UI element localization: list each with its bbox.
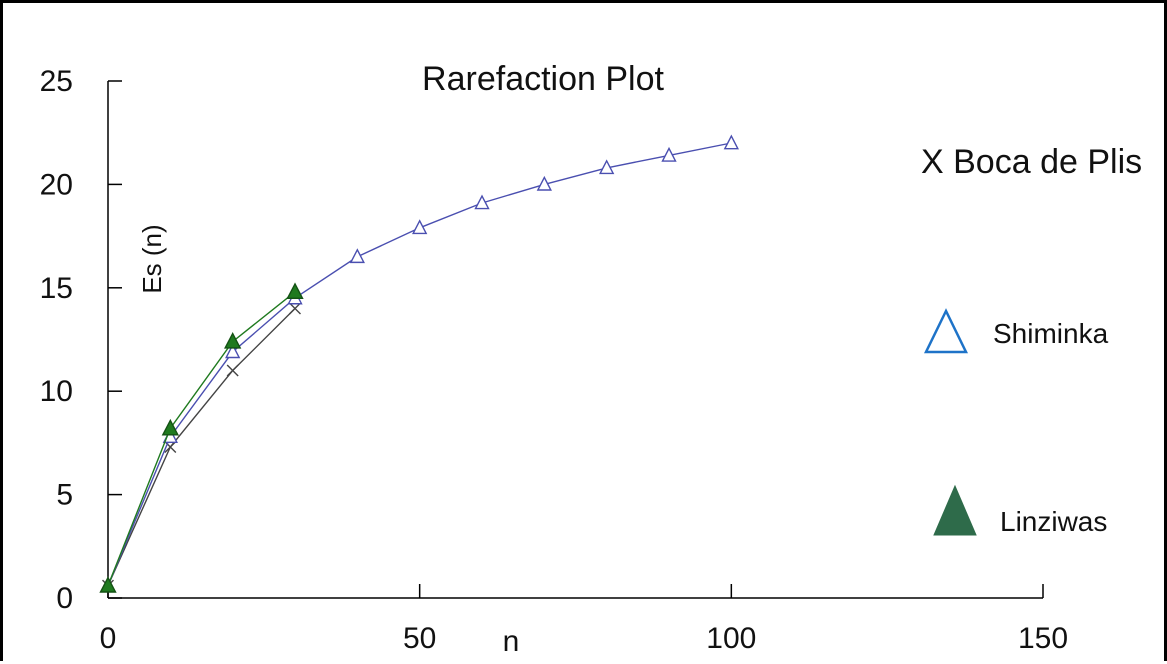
axes — [107, 81, 1043, 599]
data-point-shiminka — [474, 194, 490, 210]
data-point-linziwas — [161, 418, 179, 436]
y-tick-label: 10 — [40, 375, 73, 408]
data-point-boca-de-plis — [164, 441, 177, 454]
y-tick-label: 15 — [40, 272, 73, 305]
ticks: 0 50 100 150 0 5 10 15 20 25 — [40, 65, 1068, 655]
y-tick-label: 0 — [56, 582, 73, 615]
chart-title: Rarefaction Plot — [422, 60, 664, 98]
data-point-boca-de-plis — [226, 364, 239, 377]
legend-marker-linziwas-icon — [933, 484, 977, 536]
data-point-linziwas — [99, 576, 117, 593]
series-shiminka — [100, 134, 739, 592]
series-linziwas — [99, 282, 304, 593]
legend-marker-shiminka-icon — [923, 308, 969, 354]
data-point-shiminka — [723, 134, 739, 150]
series-line-linziwas — [107, 291, 296, 586]
x-axis-label: n — [503, 625, 520, 658]
series-line-shiminka — [107, 142, 732, 586]
data-point-shiminka — [661, 146, 677, 162]
data-point-shiminka — [599, 159, 615, 175]
legend-label-shiminka: Shiminka — [993, 318, 1109, 349]
x-tick-label: 100 — [706, 622, 756, 655]
x-tick-label: 50 — [403, 622, 436, 655]
legend: X Boca de Plis Shiminka Linziwas — [921, 143, 1142, 537]
legend-label-linziwas: Linziwas — [1000, 506, 1107, 537]
data-point-linziwas — [286, 282, 304, 300]
data-point-shiminka — [349, 248, 365, 264]
data-point-boca-de-plis — [289, 302, 301, 315]
series-line-boca-de-plis — [107, 308, 296, 586]
data-point-linziwas — [224, 332, 242, 349]
data-point-shiminka — [225, 343, 241, 359]
y-tick-label: 5 — [56, 479, 73, 512]
data-point-shiminka — [536, 175, 552, 191]
series-layer — [99, 134, 739, 593]
y-tick-label: 25 — [40, 65, 73, 98]
x-tick-label: 0 — [100, 622, 117, 655]
y-axis-label: Es (n) — [137, 224, 167, 293]
rarefaction-chart: Rarefaction Plot 0 50 100 150 0 5 10 15 20 25 n E… — [40, 60, 1143, 658]
data-point-shiminka — [412, 219, 428, 235]
series-boca-de-plis — [102, 302, 301, 592]
y-tick-label: 20 — [40, 168, 73, 201]
legend-label-boca-de-plis: X Boca de Plis — [921, 143, 1142, 181]
x-tick-label: 150 — [1018, 622, 1068, 655]
